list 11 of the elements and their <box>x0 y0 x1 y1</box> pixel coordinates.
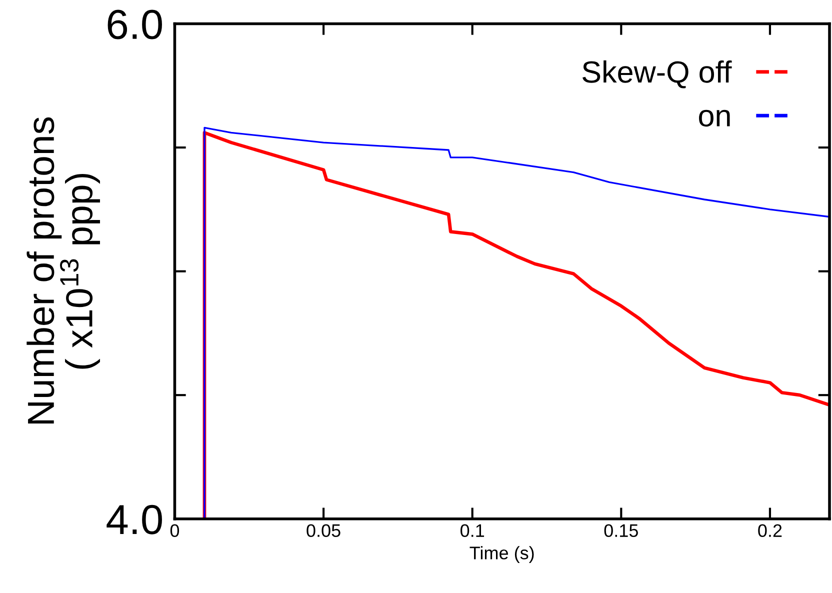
x-tick-label: 0.2 <box>758 524 782 537</box>
legend-label: on <box>699 110 730 127</box>
x-tick-label: 0.15 <box>604 524 638 537</box>
x-tick-label: 0 <box>170 524 180 537</box>
y-tick-label: 4.0 <box>106 504 162 534</box>
y-tick-label: 6.0 <box>108 10 162 40</box>
y-axis-title: Number of protons ( x10$^{13}$ ppp) <box>26 117 100 424</box>
x-tick-label: 0.1 <box>460 524 484 537</box>
x-axis-title: Time (s) <box>470 546 534 563</box>
x-tick-label: 0.05 <box>306 524 340 537</box>
legend-label: Skew-Q off <box>582 60 732 88</box>
